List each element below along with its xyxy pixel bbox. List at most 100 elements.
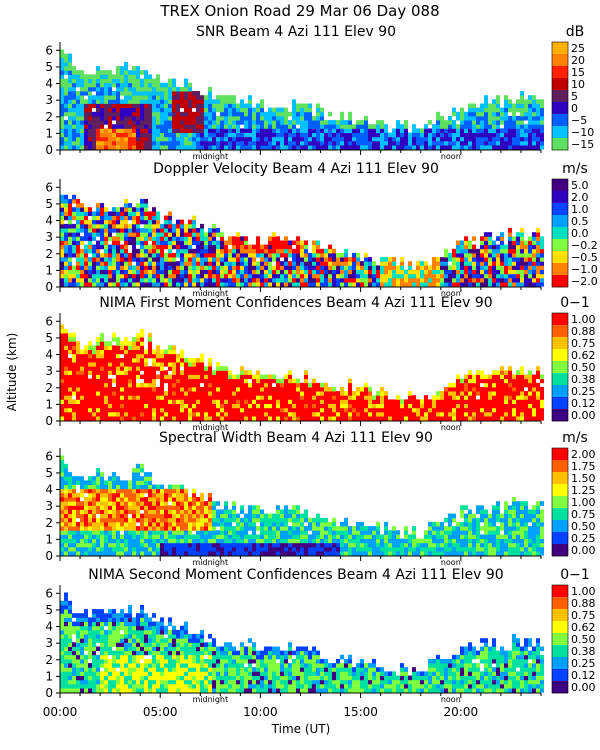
data-cell <box>440 145 444 150</box>
data-cell <box>496 391 500 396</box>
data-cell <box>216 232 220 237</box>
data-cell <box>452 145 456 150</box>
data-cell <box>356 407 360 413</box>
data-cell <box>444 416 448 421</box>
y-tick-label: 3 <box>45 364 53 378</box>
data-cell <box>408 403 412 409</box>
data-cell <box>228 145 232 150</box>
data-cell <box>188 273 192 279</box>
data-cell <box>308 261 312 266</box>
data-cell <box>132 120 136 125</box>
data-cell <box>132 517 136 523</box>
data-cell <box>60 203 64 208</box>
data-cell <box>112 492 116 498</box>
data-cell <box>184 265 188 270</box>
data-cell <box>440 416 444 421</box>
data-cell <box>352 257 356 262</box>
data-cell <box>124 111 128 117</box>
data-cell <box>364 132 368 138</box>
data-cell <box>516 252 520 258</box>
data-cell <box>296 103 300 109</box>
data-cell <box>204 416 208 421</box>
data-cell <box>484 95 488 100</box>
data-cell <box>140 103 144 109</box>
data-cell <box>140 341 144 346</box>
data-cell <box>60 198 64 204</box>
data-cell <box>120 223 124 229</box>
data-cell <box>128 124 132 129</box>
data-cell <box>520 136 524 142</box>
data-cell <box>224 120 228 125</box>
data-cell <box>76 120 80 125</box>
data-cell <box>248 265 252 270</box>
data-cell <box>144 370 148 375</box>
data-cell <box>120 403 124 409</box>
data-cell <box>172 86 176 92</box>
data-cell <box>452 391 456 396</box>
data-cell <box>280 265 284 270</box>
data-cell <box>76 513 80 519</box>
data-cell <box>68 521 72 527</box>
data-cell <box>88 223 92 229</box>
data-cell <box>304 124 308 129</box>
data-cell <box>480 269 484 275</box>
data-cell <box>132 538 136 544</box>
y-tick-label: 5 <box>45 197 53 211</box>
data-cell <box>408 273 412 279</box>
data-cell <box>296 132 300 138</box>
data-cell <box>280 395 284 400</box>
data-cell <box>408 391 412 396</box>
data-cell <box>244 261 248 266</box>
data-cell <box>436 111 440 117</box>
data-cell <box>328 416 332 421</box>
data-cell <box>528 95 532 100</box>
data-cell <box>120 366 124 371</box>
data-cell <box>236 103 240 109</box>
data-cell <box>380 386 384 392</box>
data-cell <box>76 265 80 270</box>
data-cell <box>460 115 464 121</box>
data-cell <box>196 382 200 388</box>
data-cell <box>176 244 180 250</box>
data-cell <box>488 124 492 129</box>
data-cell <box>532 411 536 417</box>
panel-2: Doppler Velocity Beam 4 Azi 111 Elev 90 m… <box>45 161 597 298</box>
data-cell <box>168 366 172 371</box>
data-cell <box>248 115 252 121</box>
data-cell <box>516 378 520 384</box>
data-cell <box>524 132 528 138</box>
data-cell <box>320 107 324 113</box>
data-cell <box>208 91 212 96</box>
data-cell <box>108 244 112 250</box>
data-cell <box>384 269 388 275</box>
data-cell <box>152 232 156 237</box>
data-cell <box>92 546 96 552</box>
data-cell <box>112 257 116 262</box>
data-cell <box>236 386 240 392</box>
data-cell <box>204 136 208 142</box>
data-cell <box>304 403 308 409</box>
data-cell <box>116 99 120 104</box>
data-cell <box>168 128 172 133</box>
data-cell <box>300 382 304 388</box>
data-cell <box>64 91 68 96</box>
data-cell <box>504 99 508 104</box>
data-cell <box>120 349 124 355</box>
data-cell <box>240 128 244 133</box>
data-cell <box>164 273 168 279</box>
data-cell <box>224 248 228 254</box>
data-cell <box>500 391 504 396</box>
data-cell <box>120 145 124 150</box>
data-cell <box>208 99 212 104</box>
data-cell <box>472 136 476 142</box>
data-cell <box>200 261 204 266</box>
data-cell <box>92 132 96 138</box>
data-cell <box>116 103 120 109</box>
data-cell <box>484 374 488 380</box>
data-cell <box>336 407 340 413</box>
data-cell <box>60 472 64 477</box>
data-cell <box>184 140 188 146</box>
data-cell <box>424 399 428 404</box>
data-cell <box>104 501 108 506</box>
data-cell <box>176 140 180 146</box>
